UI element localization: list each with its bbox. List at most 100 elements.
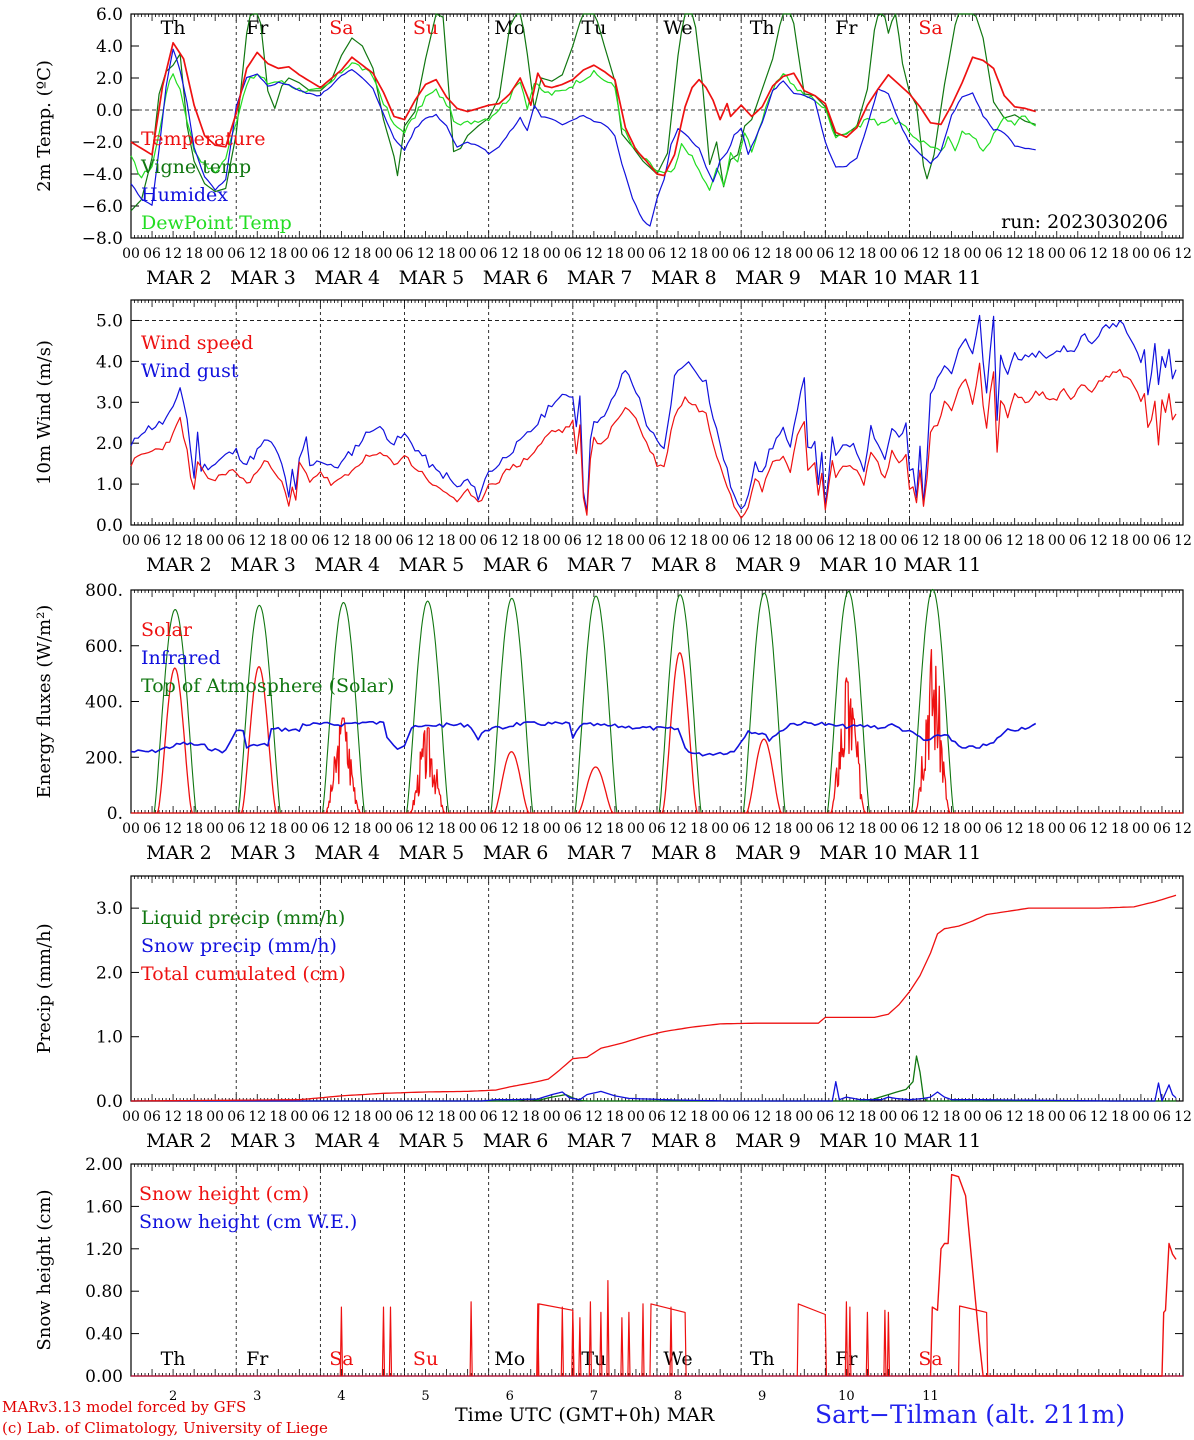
hour-tick-label: 06: [1153, 821, 1171, 837]
day-name: We: [663, 17, 692, 39]
snow-spike: [469, 1301, 473, 1377]
hour-tick-label: 12: [837, 1109, 855, 1125]
hour-tick-label: 00: [459, 246, 477, 262]
hour-tick-label: 06: [648, 1109, 666, 1125]
date-label: MAR 6: [483, 267, 549, 289]
toa-solar-line: [826, 590, 871, 814]
hour-tick-label: 00: [1048, 821, 1066, 837]
hour-tick-label: 00: [375, 533, 393, 549]
hour-tick-label: 12: [501, 246, 519, 262]
day-name: Sa: [329, 17, 353, 39]
y-tick-label: 6.0: [96, 5, 123, 25]
hour-tick-label: 12: [922, 821, 940, 837]
hour-tick-label: 06: [480, 246, 498, 262]
snow-spike: [588, 1301, 592, 1377]
date-label: MAR 8: [651, 842, 717, 864]
date-label: MAR 7: [567, 554, 633, 576]
hour-tick-label: 12: [753, 246, 771, 262]
hour-tick-label: 06: [311, 533, 329, 549]
temp-series-line: [130, 13, 1036, 212]
legend-entry: DewPoint Temp: [141, 212, 292, 234]
date-label: MAR 5: [399, 554, 465, 576]
hour-tick-label: 18: [690, 821, 708, 837]
y-tick-label: 2.00: [85, 1155, 123, 1175]
hour-tick-label: 06: [1069, 533, 1087, 549]
legend-entry: Top of Atmosphere (Solar): [141, 675, 394, 697]
y-tick-label: −6.0: [82, 197, 123, 217]
hour-tick-label: 00: [543, 533, 561, 549]
date-label: MAR 10: [819, 554, 897, 576]
snow-plateau: [649, 1303, 687, 1377]
day-name: Sa: [329, 1348, 353, 1370]
precip-series-line: [131, 1055, 1176, 1102]
hour-tick-label: 00: [543, 246, 561, 262]
hour-tick-label: 18: [354, 821, 372, 837]
legend-entry: Wind speed: [141, 332, 253, 354]
legend-entry: Liquid precip (mm/h): [141, 907, 345, 929]
hour-tick-label: 06: [648, 246, 666, 262]
date-label: MAR 5: [399, 1130, 465, 1152]
hour-tick-label: 06: [227, 533, 245, 549]
hour-tick-label: 12: [1174, 821, 1192, 837]
y-tick-label: 4.0: [96, 352, 123, 372]
date-label: MAR 11: [904, 842, 982, 864]
toa-solar-line: [406, 600, 450, 814]
day-name: Tu: [581, 1348, 606, 1370]
toa-solar-line: [658, 594, 702, 814]
hour-tick-label: 12: [1090, 1109, 1108, 1125]
hour-tick-label: 00: [122, 246, 140, 262]
hour-tick-label: 06: [1069, 246, 1087, 262]
day-number: 4: [337, 1389, 345, 1404]
hour-tick-label: 00: [459, 1109, 477, 1125]
hour-tick-label: 18: [774, 533, 792, 549]
hour-tick-label: 06: [816, 1109, 834, 1125]
date-label: MAR 3: [230, 267, 296, 289]
wind-series-line: [130, 362, 1177, 519]
hour-tick-label: 18: [690, 246, 708, 262]
hour-tick-label: 12: [1006, 821, 1024, 837]
hour-tick-label: 00: [206, 1109, 224, 1125]
hour-tick-label: 06: [227, 1109, 245, 1125]
hour-tick-label: 06: [564, 1109, 582, 1125]
hour-tick-label: 06: [311, 1109, 329, 1125]
hour-tick-label: 18: [606, 1109, 624, 1125]
hour-tick-label: 00: [627, 1109, 645, 1125]
date-label: MAR 8: [651, 554, 717, 576]
hour-tick-label: 06: [480, 533, 498, 549]
hour-tick-label: 18: [185, 533, 203, 549]
hour-tick-label: 18: [774, 246, 792, 262]
hour-tick-label: 06: [564, 246, 582, 262]
date-label: MAR 4: [314, 267, 380, 289]
hour-tick-label: 00: [543, 821, 561, 837]
y-tick-label: 200.: [85, 748, 123, 768]
day-name: Th: [161, 1348, 186, 1370]
hour-tick-label: 06: [732, 821, 750, 837]
hour-tick-label: 12: [1174, 1109, 1192, 1125]
date-label: MAR 11: [904, 1130, 982, 1152]
hour-tick-label: 18: [438, 246, 456, 262]
hour-tick-label: 12: [164, 246, 182, 262]
snow-spike: [560, 1306, 564, 1377]
legend-entry: Total cumulated (cm): [141, 963, 346, 985]
hour-tick-label: 18: [690, 533, 708, 549]
hour-tick-label: 12: [669, 1109, 687, 1125]
hour-tick-label: 00: [795, 533, 813, 549]
hour-tick-label: 12: [585, 533, 603, 549]
hour-tick-label: 18: [438, 821, 456, 837]
y-tick-label: −8.0: [82, 229, 123, 249]
snow-spike: [381, 1306, 386, 1377]
hour-tick-label: 06: [816, 246, 834, 262]
day-number: 9: [758, 1389, 766, 1404]
hour-tick-label: 06: [1153, 533, 1171, 549]
snow-spike: [388, 1306, 393, 1377]
y-tick-label: 1.60: [85, 1197, 123, 1217]
hour-tick-label: 06: [1153, 1109, 1171, 1125]
snow-spike: [865, 1311, 870, 1377]
hour-tick-label: 12: [753, 533, 771, 549]
y-tick-label: 0.0: [96, 516, 123, 536]
hour-tick-label: 00: [627, 821, 645, 837]
hour-tick-label: 18: [858, 246, 876, 262]
hour-tick-label: 06: [901, 821, 919, 837]
hour-tick-label: 06: [648, 821, 666, 837]
hour-tick-label: 00: [290, 821, 308, 837]
